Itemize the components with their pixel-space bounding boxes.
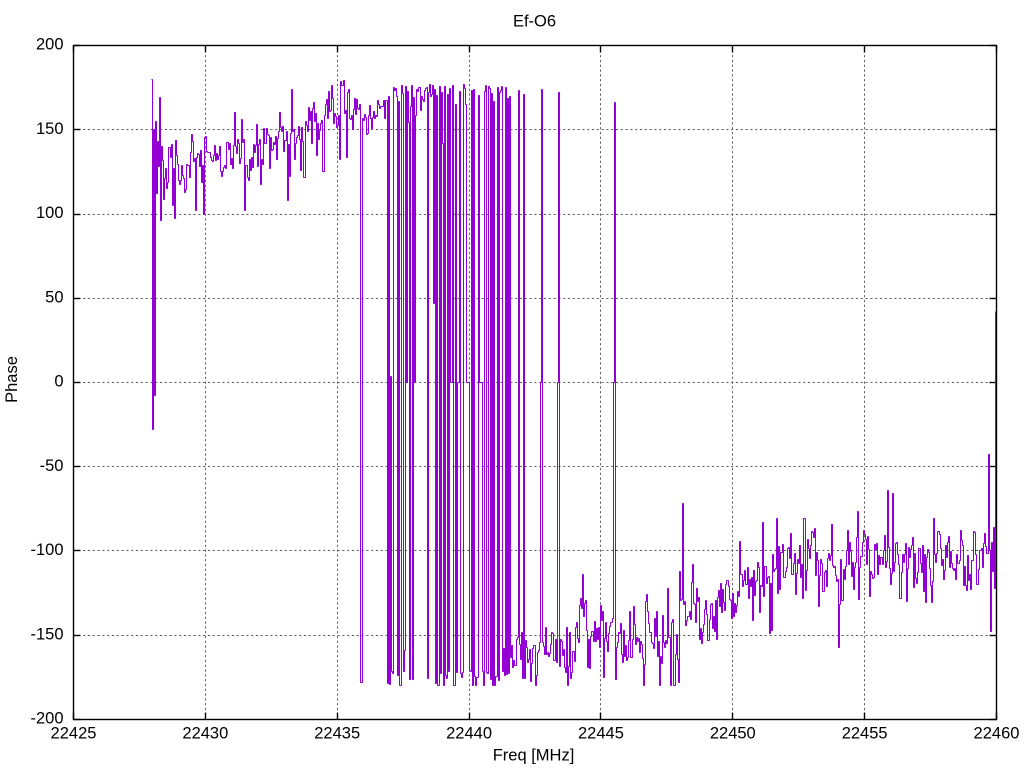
svg-text:150: 150 [36, 120, 64, 138]
svg-text:22460: 22460 [974, 725, 1020, 743]
svg-text:22450: 22450 [710, 725, 756, 743]
svg-text:50: 50 [45, 288, 63, 306]
svg-text:22455: 22455 [842, 725, 888, 743]
svg-text:Freq [MHz]: Freq [MHz] [493, 747, 575, 765]
svg-text:22430: 22430 [182, 725, 228, 743]
svg-text:Phase: Phase [3, 356, 21, 403]
svg-text:-50: -50 [40, 457, 64, 475]
svg-text:-200: -200 [30, 710, 63, 728]
svg-text:100: 100 [36, 204, 64, 222]
svg-text:-100: -100 [30, 541, 63, 559]
svg-text:22435: 22435 [314, 725, 360, 743]
svg-text:Ef-O6: Ef-O6 [513, 13, 556, 31]
svg-text:22425: 22425 [51, 725, 97, 743]
svg-text:0: 0 [54, 373, 63, 391]
svg-text:200: 200 [36, 36, 64, 54]
svg-text:-150: -150 [30, 625, 63, 643]
svg-text:22445: 22445 [578, 725, 624, 743]
svg-text:22440: 22440 [446, 725, 492, 743]
